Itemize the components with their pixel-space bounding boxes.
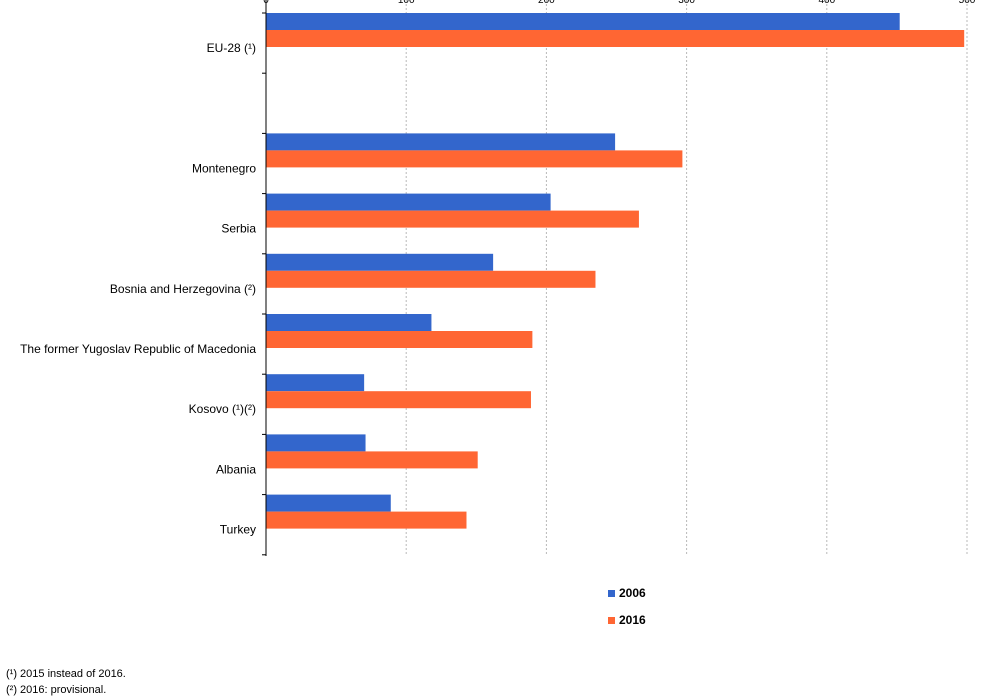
bar-2016-3 <box>266 210 639 228</box>
category-label: The former Yugoslav Republic of Macedoni… <box>20 342 256 356</box>
x-tick-label: 400 <box>818 0 835 6</box>
bar-2016-0 <box>266 30 965 47</box>
legend-swatch-2006 <box>608 589 615 597</box>
category-label: Montenegro <box>192 161 256 175</box>
legend-item-2006: 2006 <box>608 586 646 600</box>
bar-2006-5 <box>266 314 432 331</box>
legend-label-2006: 2006 <box>619 586 646 600</box>
x-tick-label: 200 <box>538 0 555 6</box>
category-label: Bosnia and Herzegovina (²) <box>110 282 256 296</box>
legend-item-2016: 2016 <box>608 613 646 627</box>
bars <box>266 13 965 529</box>
x-tick-label: 500 <box>959 0 976 6</box>
axes: 0100200300400500 <box>262 0 976 556</box>
bar-2016-4 <box>266 270 596 288</box>
bar-2016-7 <box>266 451 478 469</box>
category-label: Kosovo (¹)(²) <box>189 402 256 416</box>
category-label: Serbia <box>221 222 256 236</box>
category-labels: EU-28 (¹) Montenegro Serbia Bosnia and Herz… <box>20 41 256 537</box>
bar-2006-8 <box>266 494 391 512</box>
legend-swatch-2016 <box>608 616 615 624</box>
category-label: EU-28 (¹) <box>207 41 256 55</box>
category-label: Turkey <box>220 523 256 537</box>
bar-2016-2 <box>266 150 683 168</box>
bar-2006-7 <box>266 434 366 452</box>
bar-2006-0 <box>266 13 900 30</box>
bar-2016-6 <box>266 391 531 409</box>
bar-2016-8 <box>266 511 467 529</box>
footnote-1: (¹) 2015 instead of 2016. <box>6 668 126 680</box>
legend-label-2016: 2016 <box>619 613 646 627</box>
bar-2006-3 <box>266 193 551 211</box>
bar-2016-5 <box>266 331 533 348</box>
footnote-2: (²) 2016: provisional. <box>6 684 107 696</box>
x-tick-label: 300 <box>678 0 695 6</box>
x-tick-label: 100 <box>398 0 415 6</box>
bar-2006-2 <box>266 133 616 151</box>
bar-2006-6 <box>266 374 365 392</box>
category-label: Albania <box>216 462 256 476</box>
bar-2006-4 <box>266 253 494 271</box>
